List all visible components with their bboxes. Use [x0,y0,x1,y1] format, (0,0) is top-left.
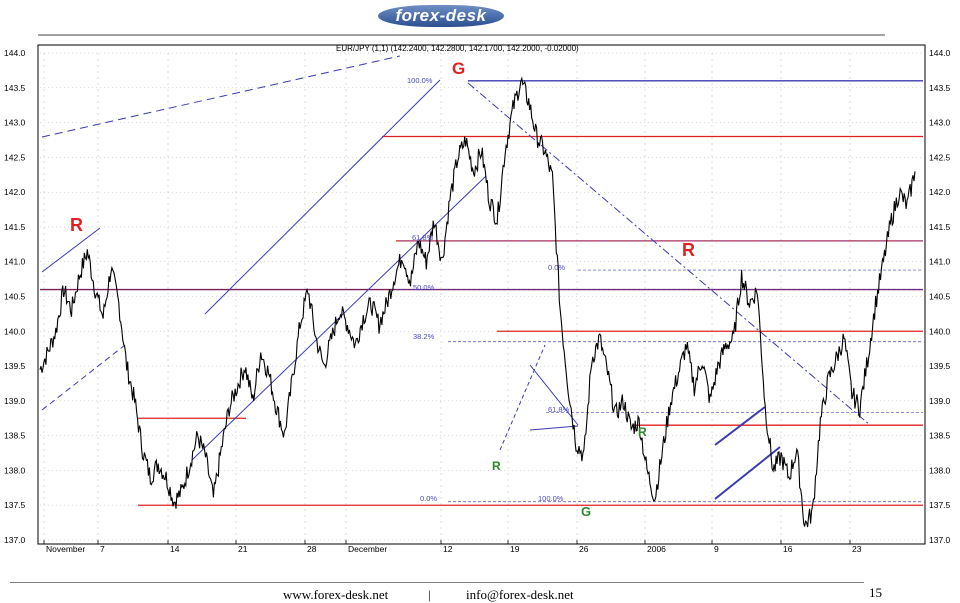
trend-line [529,364,579,426]
footer-website-link[interactable]: www.forex-desk.net [283,587,389,602]
x-tick-label: December [348,544,387,554]
chart-title: EUR/JPY (1,1) (142.2400, 142.2800, 142.1… [336,44,579,53]
fib-retracement-label: 0.0% [420,494,437,503]
x-tick-label: 7 [100,544,105,554]
trend-line [714,406,766,446]
support-label: R [638,425,647,439]
y-tick-label-right: 138.0 [929,465,951,475]
x-axis-ticks: November 7 14 21 28 December 12 19 26 2006 9 16 23 [43,540,862,554]
trend-line [467,82,871,426]
y-tick-label-left: 139.0 [4,396,26,406]
trend-line [204,79,441,315]
trend-line [191,175,487,461]
x-tick-label: 9 [714,544,719,554]
trend-line [714,446,781,500]
y-tick-label-right: 139.0 [929,396,951,406]
resistance-label: G [452,59,465,78]
x-tick-label: 2006 [647,544,666,554]
x-tick-label: 19 [510,544,520,554]
y-tick-label-left: 141.0 [4,257,26,267]
trend-line [529,425,579,431]
y-tick-label-left: 140.5 [4,292,26,302]
plot-frame [37,44,926,545]
fib-extension-label: 0.0% [548,263,565,272]
trend-line [41,227,101,273]
y-tick-label-left: 143.5 [4,83,26,93]
y-tick-label-right: 141.0 [929,257,951,267]
y-tick-label-right: 142.5 [929,152,951,162]
trend-line [499,344,546,451]
grid [40,52,923,541]
footer-email-link[interactable]: info@forex-desk.net [466,587,574,602]
y-tick-label-right: 141.5 [929,222,951,232]
support-label: R [492,459,501,473]
fib-retracement-label: 50.0% [413,283,435,292]
y-tick-label-left: 144.0 [4,48,26,58]
x-tick-label: 23 [852,544,862,554]
x-tick-label: 14 [170,544,180,554]
y-tick-label-right: 138.5 [929,431,951,441]
y-tick-label-left: 137.5 [4,500,26,510]
x-tick-label: 28 [307,544,317,554]
horizontal-levels [40,80,923,506]
y-tick-label-right: 139.5 [929,361,951,371]
resistance-label: R [70,215,83,235]
footer-divider [10,582,864,583]
y-tick-label-left: 142.0 [4,187,26,197]
support-label: G [581,504,591,519]
y-tick-label-right: 142.0 [929,187,951,197]
fibonacci-labels: 100.0% 61.8% 50.0% 38.2% 0.0% 0.0% 61.8% 100.0% [407,76,570,503]
y-tick-label-right: 143.0 [929,118,951,128]
page-number: 15 [869,585,882,600]
y-axis-ticks: 144.0 144.0 143.5 143.5 143.0 143.0 142.5 142.5… [4,48,951,545]
resistance-label: R [682,240,695,260]
forex-desk-logo: forex-desk [378,5,504,27]
price-series [39,76,916,528]
fib-extension-label: 100.0% [538,494,564,503]
x-tick-label: 16 [783,544,793,554]
y-tick-label-right: 140.0 [929,326,951,336]
y-tick-label-right: 137.0 [929,535,951,545]
y-tick-label-left: 138.0 [4,465,26,475]
y-tick-label-left: 141.5 [4,222,26,232]
fib-retracement-label: 100.0% [407,76,433,85]
y-tick-label-left: 139.5 [4,361,26,371]
annotations: R G R R G R [70,59,695,519]
fib-retracement-label: 38.2% [413,332,435,341]
y-tick-label-left: 137.0 [4,535,26,545]
footer: www.forex-desk.net | info@forex-desk.net… [0,585,960,602]
y-tick-label-left: 143.0 [4,118,26,128]
fib-retracement-label: 61.8% [412,233,434,242]
footer-separator: | [428,587,431,602]
trend-line [41,344,126,411]
y-tick-label-right: 144.0 [929,48,951,58]
trend-line [41,55,401,138]
x-tick-label: 26 [579,544,589,554]
x-tick-label: 12 [443,544,453,554]
fib-extension-label: 61.8% [548,405,570,414]
y-tick-label-left: 142.5 [4,152,26,162]
y-tick-label-left: 138.5 [4,431,26,441]
y-tick-label-right: 137.5 [929,500,951,510]
x-tick-label: 21 [238,544,248,554]
trend-lines [41,55,871,500]
y-tick-label-right: 143.5 [929,83,951,93]
x-tick-label: November [46,544,85,554]
y-tick-label-left: 140.0 [4,326,26,336]
y-tick-label-right: 140.5 [929,292,951,302]
price-line [39,76,916,528]
